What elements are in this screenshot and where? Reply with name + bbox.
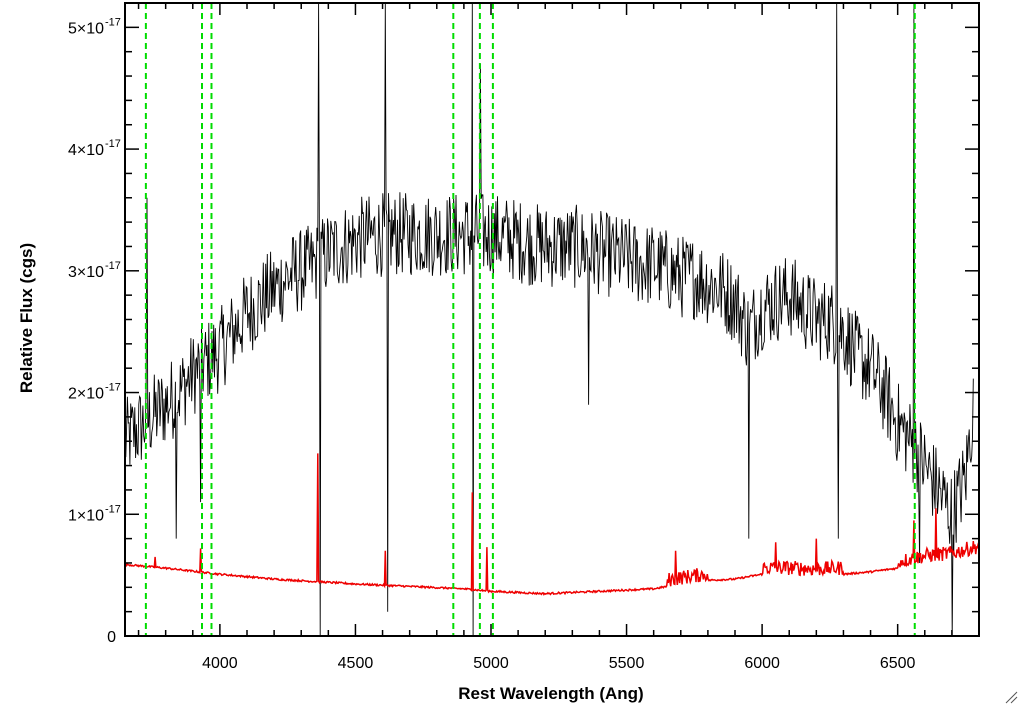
y-axis-title: Relative Flux (cgs) bbox=[17, 243, 36, 393]
plot-inner bbox=[125, 3, 979, 636]
y-tick-label: 0 bbox=[107, 629, 116, 646]
plot-area bbox=[125, 3, 979, 636]
y-tick-label: 5×10 bbox=[68, 20, 104, 37]
series-spectrum-line bbox=[125, 3, 974, 636]
y-tick-label-exponent: -17 bbox=[105, 16, 121, 28]
y-tick-label-exponent: -17 bbox=[105, 138, 121, 150]
y-tick-label-exponent: -17 bbox=[105, 382, 121, 394]
y-tick-label: 3×10 bbox=[68, 264, 104, 281]
y-tick-label-exponent: -17 bbox=[105, 503, 121, 515]
y-tick-label: 2×10 bbox=[68, 386, 104, 403]
x-tick-label: 6000 bbox=[744, 655, 780, 672]
x-tick-label: 5500 bbox=[609, 655, 645, 672]
y-tick-label-exponent: -17 bbox=[105, 260, 121, 272]
y-tick-label: 1×10 bbox=[68, 507, 104, 524]
series-error-line bbox=[125, 453, 979, 596]
y-tick-label: 4×10 bbox=[68, 142, 104, 159]
x-tick-label: 4000 bbox=[202, 655, 238, 672]
window-resize-grip-icon[interactable] bbox=[1004, 690, 1018, 704]
x-tick-label: 6500 bbox=[880, 655, 916, 672]
x-axis-title: Rest Wavelength (Ang) bbox=[458, 684, 643, 703]
x-tick-label: 5000 bbox=[473, 655, 509, 672]
x-tick-label: 4500 bbox=[338, 655, 374, 672]
